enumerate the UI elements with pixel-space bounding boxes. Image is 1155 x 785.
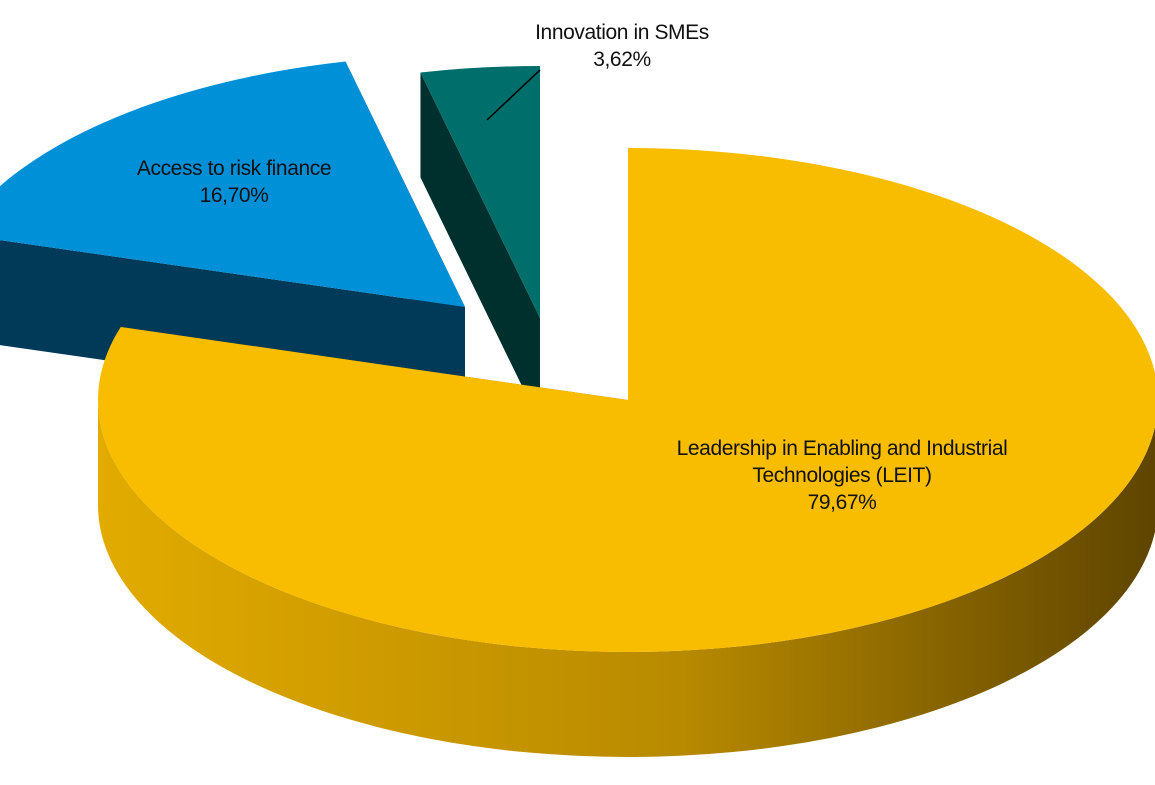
slice-name: Innovation in SMEs xyxy=(535,21,709,44)
slice-side xyxy=(98,400,1155,757)
slice-value: 16,70% xyxy=(199,184,269,207)
slice-value: 79,67% xyxy=(807,490,877,514)
slice-value: 3,62% xyxy=(593,48,651,71)
data-label: Leadership in Enabling and Industrial Te… xyxy=(662,435,1022,516)
data-label: Access to risk finance 16,70% xyxy=(84,155,384,209)
slice-name: Access to risk finance xyxy=(136,157,332,180)
slice-name: Leadership in Enabling and Industrial Te… xyxy=(676,436,1008,487)
slice xyxy=(420,66,540,318)
data-label: Innovation in SMEs 3,62% xyxy=(492,19,752,73)
leader-line xyxy=(486,69,541,121)
slice xyxy=(98,148,1155,652)
slice xyxy=(0,61,465,307)
slice-cut-face xyxy=(420,72,540,424)
